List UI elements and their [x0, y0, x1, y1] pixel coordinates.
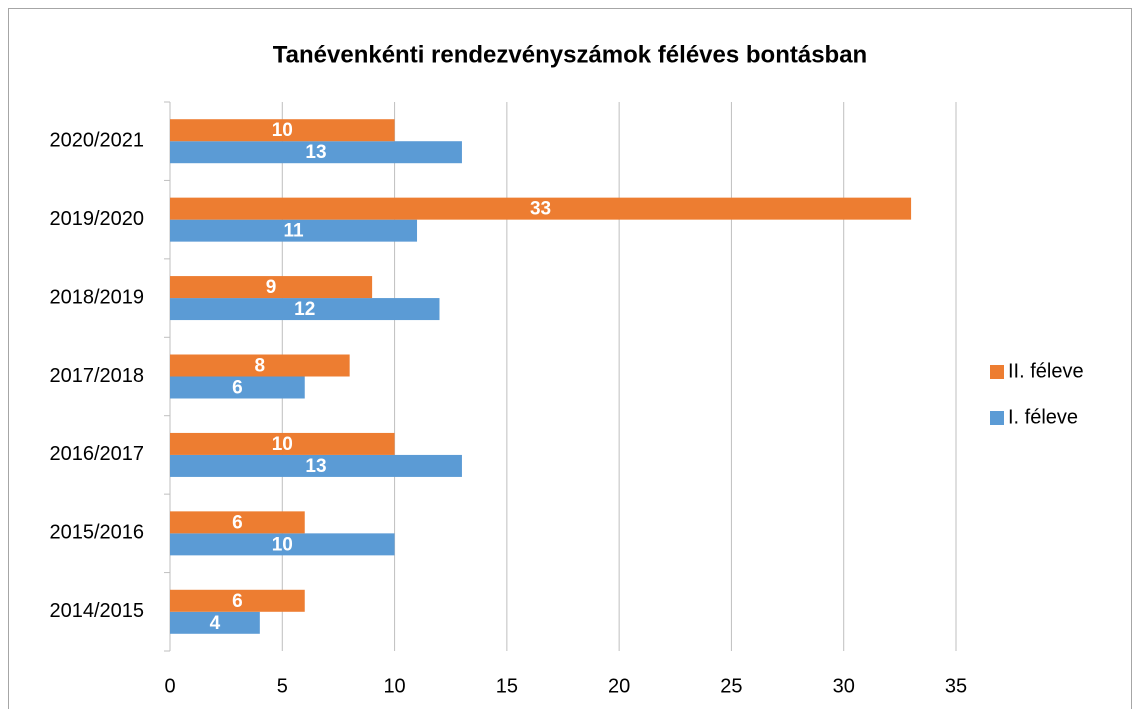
x-tick-label: 25 — [720, 675, 742, 697]
bar — [170, 432, 395, 455]
data-label: 13 — [305, 142, 326, 163]
x-tick-label: 15 — [496, 675, 518, 697]
data-label: 4 — [210, 613, 221, 634]
data-label: 6 — [232, 591, 243, 612]
y-tick-label: 2016/2017 — [49, 443, 144, 465]
y-tick-label: 2019/2020 — [49, 208, 144, 230]
bar — [170, 141, 462, 164]
data-label: 10 — [272, 434, 293, 455]
data-label: 12 — [294, 299, 315, 320]
x-tick-label: 20 — [608, 675, 630, 697]
bar — [170, 611, 260, 634]
data-label: 13 — [305, 456, 326, 477]
x-tick-label: 5 — [277, 675, 288, 697]
bar — [170, 589, 305, 612]
y-tick-label: 2014/2015 — [49, 600, 144, 622]
x-tick-label: 35 — [945, 675, 967, 697]
bar — [170, 219, 418, 242]
data-label: 10 — [272, 534, 293, 555]
legend-label: I. féleve — [1008, 406, 1078, 428]
data-label: 6 — [232, 512, 243, 533]
data-label: 8 — [255, 356, 266, 377]
legend-label: II. féleve — [1008, 360, 1084, 382]
bar — [170, 454, 462, 477]
data-label: 9 — [266, 277, 277, 298]
bar — [170, 276, 373, 299]
bar — [170, 119, 395, 142]
bar — [170, 298, 440, 321]
bar — [170, 376, 305, 399]
data-label: 6 — [232, 378, 243, 399]
y-tick-label: 2015/2016 — [49, 522, 144, 544]
bar — [170, 511, 305, 534]
data-label: 11 — [283, 221, 304, 242]
x-tick-label: 10 — [383, 675, 405, 697]
x-tick-label: 30 — [833, 675, 855, 697]
y-tick-label: 2020/2021 — [49, 129, 144, 151]
chart-title: Tanévenkénti rendezvényszámok féléves bo… — [273, 41, 867, 68]
bar — [170, 354, 350, 377]
y-tick-label: 2018/2019 — [49, 286, 144, 308]
data-label: 33 — [530, 199, 551, 220]
data-label: 10 — [272, 120, 293, 141]
legend-swatch — [990, 365, 1004, 379]
y-tick-label: 2017/2018 — [49, 365, 144, 387]
x-tick-label: 0 — [164, 675, 175, 697]
bar — [170, 197, 912, 220]
bar — [170, 533, 395, 556]
legend-swatch — [990, 411, 1004, 425]
